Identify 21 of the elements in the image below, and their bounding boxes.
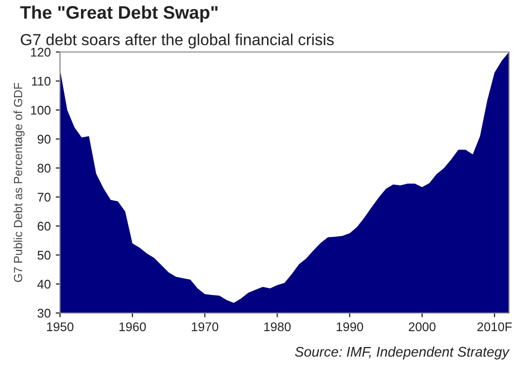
x-tick-label: 2010F: [477, 322, 512, 332]
y-tick-label: 50: [38, 250, 50, 260]
y-tick-label: 90: [38, 134, 50, 144]
x-tick-label: 1980: [264, 322, 291, 332]
y-tick-label: 80: [38, 164, 50, 173]
x-tick-label: 1950: [47, 322, 74, 332]
y-axis-title: G7 Public Debt as Percentage of GDF: [14, 82, 25, 282]
chart-title: The "Great Debt Swap": [20, 6, 218, 22]
x-tick-label: 1990: [336, 322, 364, 332]
chart-subtitle: G7 debt soars after the global financial crisis: [20, 34, 334, 48]
y-tick-label: 40: [37, 280, 50, 289]
x-tick-label: 2000: [408, 322, 436, 332]
source-note: Source: IMF, Independent Strategy: [295, 346, 510, 360]
y-tick-label: 120: [31, 48, 50, 57]
y-tick-label: 60: [38, 222, 50, 231]
x-tick-label: 1970: [192, 322, 218, 332]
y-tick-label: 30: [38, 308, 50, 318]
y-tick-label: 110: [32, 76, 50, 86]
x-tick-label: 1960: [119, 322, 146, 332]
y-tick-label: 70: [38, 192, 50, 202]
y-tick-label: 100: [31, 106, 50, 115]
